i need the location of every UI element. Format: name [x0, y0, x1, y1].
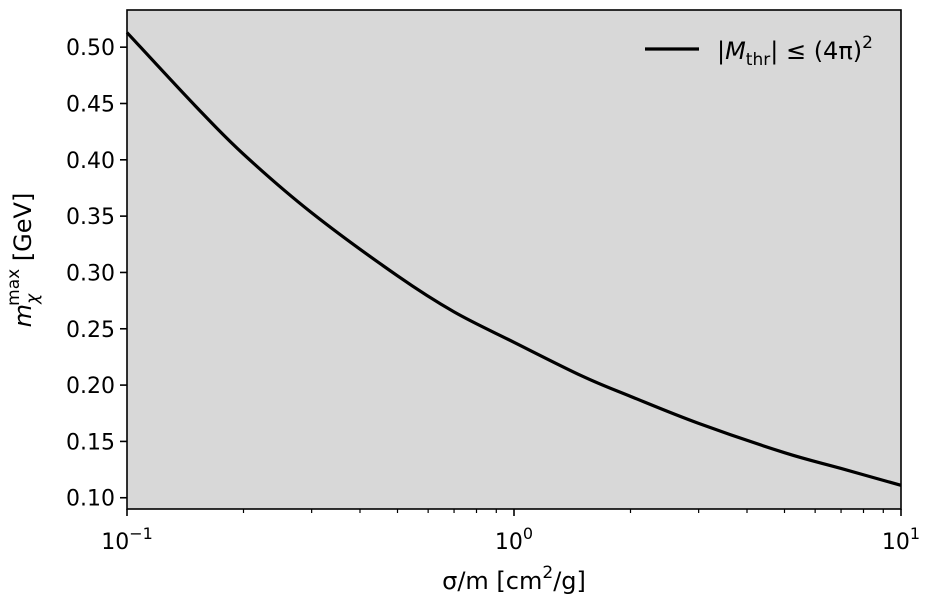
y-axis-label-sub: χ	[23, 293, 43, 305]
x-tick-label: 10−1	[101, 524, 153, 555]
legend-label-sub: thr	[746, 50, 770, 70]
legend-label-sup: 2	[862, 33, 873, 53]
y-tick-label: 0.40	[66, 149, 115, 174]
y-tick-label: 0.10	[66, 487, 115, 512]
y-axis-label-main: m	[9, 304, 37, 327]
x-axis-label: σ/m [cm2/g]	[442, 563, 586, 595]
legend-label: |Mthr| ≤ (4π)2	[717, 33, 873, 70]
x-tick-label: 100	[495, 524, 533, 555]
y-tick-label: 0.25	[66, 318, 115, 343]
x-axis-ticks: 10−1 100 101	[101, 509, 920, 555]
series-line	[125, 31, 902, 487]
plot-frame	[126, 9, 902, 510]
legend-label-pre: |M	[717, 37, 746, 65]
x-tick-label: 101	[882, 524, 920, 555]
plot-area	[127, 10, 901, 509]
x-axis-label-main: σ/m [cm	[442, 567, 542, 595]
y-tick-label: 0.30	[66, 261, 115, 286]
legend: |Mthr| ≤ (4π)2	[645, 33, 873, 70]
y-axis-label-tail: [GeV]	[9, 193, 37, 269]
y-tick-label: 0.15	[66, 430, 115, 455]
y-tick-label: 0.50	[66, 36, 115, 61]
y-tick-label: 0.35	[66, 205, 115, 230]
y-axis-label-sup: max	[4, 269, 24, 306]
y-axis-ticks: 0.10 0.15 0.20 0.25 0.30 0.35 0.40 0.45 0.50	[66, 36, 127, 512]
x-axis-label-sup: 2	[542, 563, 553, 583]
y-axis-label: mχmax [GeV]	[4, 193, 43, 328]
legend-label-post: | ≤ (4π)	[770, 37, 862, 65]
x-axis-label-tail: /g]	[553, 567, 586, 595]
y-tick-label: 0.20	[66, 374, 115, 399]
y-tick-label: 0.45	[66, 92, 115, 117]
